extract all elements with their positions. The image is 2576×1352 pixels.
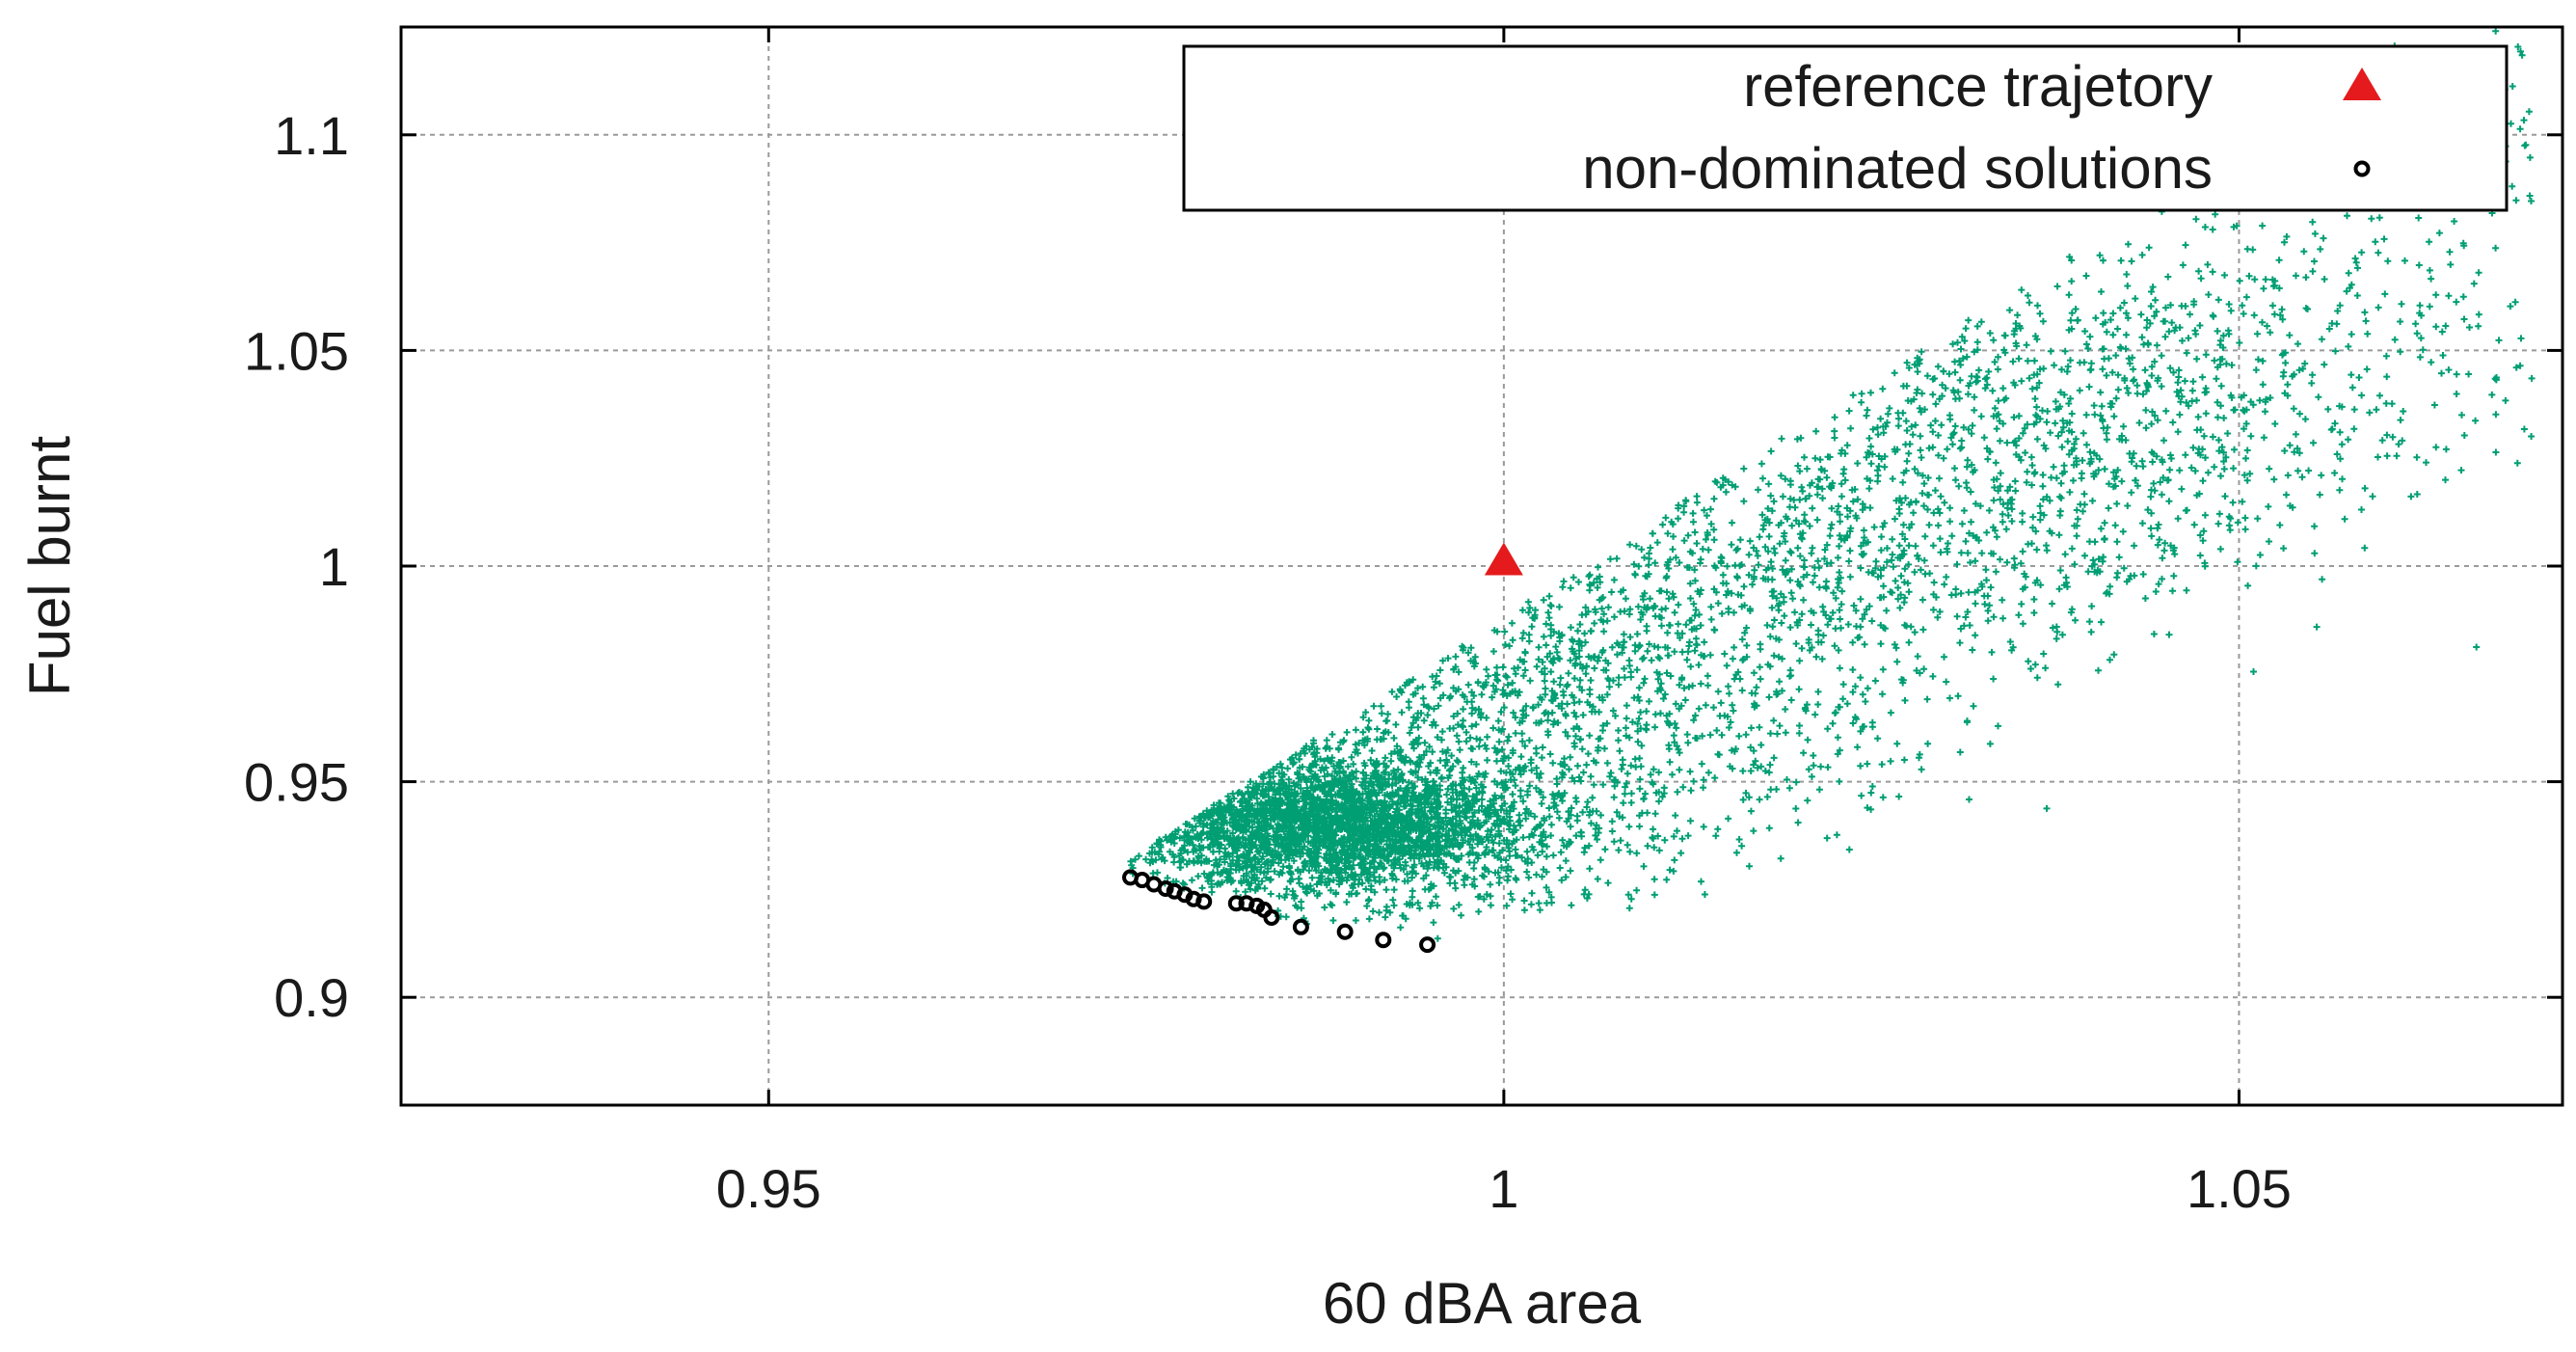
legend-label-reference: reference trajetory [1743,54,2213,119]
y-axis-title: Fuel burnt [17,436,82,696]
x-tick-label: 1 [1489,1158,1518,1219]
y-tick-label: 0.9 [274,967,349,1028]
legend-box [1182,44,2509,212]
non-dominated-point [1419,936,1436,954]
axis-ticks: 0.95 1 1.05 0.9 0.95 1 1.05 1.1 [244,27,2563,1219]
non-dominated-point [1227,895,1245,912]
x-tick-label: 0.95 [716,1158,821,1219]
y-tick-label: 0.95 [244,752,349,813]
x-axis-title: 60 dBA area [1323,1271,1642,1336]
non-dominated-point [1336,923,1354,940]
population-points [1127,27,2536,942]
legend-label-non-dominated: non-dominated solutions [1582,136,2213,201]
legend: reference trajetory non-dominated soluti… [1182,44,2509,212]
non-dominated-point [1375,932,1392,949]
non-dominated-point [1157,880,1174,898]
non-dominated-point [1195,893,1213,910]
y-tick-label: 1 [319,536,349,597]
y-tick-label: 1.05 [244,320,349,381]
reference-point [1484,542,1523,576]
x-tick-label: 1.05 [2187,1158,2292,1219]
non-dominated-point [1263,908,1280,926]
reference-series [1484,542,1523,576]
non-dominated-series [1121,869,1436,954]
legend-marker-reference [2343,68,2381,100]
population-cloud [1127,27,2536,942]
non-dominated-point [1292,918,1309,935]
y-tick-label: 1.1 [274,105,349,166]
legend-marker-non-dominated [2353,160,2371,177]
